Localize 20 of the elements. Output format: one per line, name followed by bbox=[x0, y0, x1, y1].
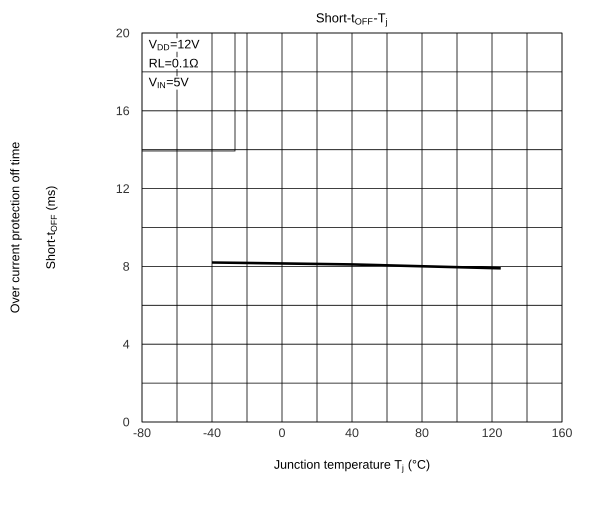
x-tick-label: 40 bbox=[345, 428, 358, 438]
x-tick-label: 80 bbox=[416, 428, 428, 438]
y-tick-label: 12 bbox=[116, 184, 130, 193]
annotation: V$_{IN}$=5V bbox=[148, 78, 189, 88]
x-tick-label: -80 bbox=[134, 428, 151, 438]
text: Over current protection off time bbox=[10, 142, 22, 313]
y-tick-label: 4 bbox=[123, 340, 130, 348]
x-tick-label: 160 bbox=[552, 428, 572, 438]
x-axis-title: Junction temperature T$_{j}$ (°C) bbox=[274, 460, 430, 473]
x-tick-label: -40 bbox=[204, 428, 221, 438]
chart-title: Short-t$_{OFF}$-T$_{j}$ bbox=[316, 12, 388, 27]
y-tick-label: 16 bbox=[116, 106, 130, 116]
x-tick-label: 0 bbox=[279, 428, 285, 438]
annotation: V$_{DD}$=12V bbox=[148, 40, 200, 50]
y-tick-label: 0 bbox=[123, 418, 130, 426]
annotation: RL=0.1Ω bbox=[150, 58, 198, 68]
y-axis-title: Short-t$_{OFF}$ (ms) bbox=[46, 186, 58, 269]
x-tick-label: 120 bbox=[482, 428, 502, 438]
y-tick-label: 8 bbox=[123, 262, 130, 271]
y-tick-label: 20 bbox=[116, 28, 130, 38]
